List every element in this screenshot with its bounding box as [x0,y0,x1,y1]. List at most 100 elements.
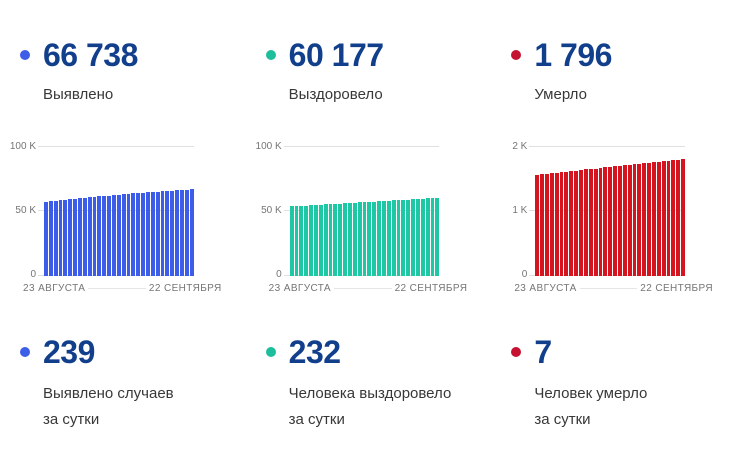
bar[interactable] [593,168,598,276]
bar[interactable] [545,173,549,276]
bar[interactable] [651,162,656,276]
bar[interactable] [632,164,637,276]
bar[interactable] [671,160,676,276]
bar[interactable] [381,200,386,276]
bar[interactable] [396,200,401,276]
bar[interactable] [627,164,632,276]
bar[interactable] [343,203,347,276]
bar[interactable] [180,189,184,276]
recovered-bars[interactable] [289,146,440,276]
bar[interactable] [63,199,68,276]
bar[interactable] [338,203,343,276]
bar[interactable] [656,161,661,276]
bar[interactable] [313,205,318,276]
bar[interactable] [406,199,411,276]
bar[interactable] [535,174,540,276]
bar[interactable] [53,200,58,276]
bar[interactable] [425,198,430,276]
bar[interactable] [613,166,617,276]
bar[interactable] [126,193,131,276]
bar[interactable] [82,197,87,276]
bar[interactable] [58,200,63,276]
bar[interactable] [155,191,160,276]
bar[interactable] [642,163,647,276]
bar[interactable] [569,171,574,276]
bar[interactable] [549,173,554,276]
bar[interactable] [362,202,367,276]
bar[interactable] [367,201,372,276]
bar[interactable] [386,200,391,276]
bar[interactable] [637,163,642,276]
bar[interactable] [328,204,333,276]
bar[interactable] [170,190,175,276]
bar[interactable] [681,159,685,276]
bar[interactable] [416,198,420,276]
bar[interactable] [666,160,671,276]
bar[interactable] [160,191,165,276]
bar[interactable] [165,190,170,276]
bar[interactable] [141,192,146,276]
bar[interactable] [44,201,48,276]
bar[interactable] [112,195,116,276]
bar[interactable] [136,193,141,276]
bar[interactable] [309,205,313,276]
y-tick-label: 0 [276,269,282,280]
bar[interactable] [411,199,415,276]
bar[interactable] [583,169,588,276]
bar[interactable] [401,199,406,276]
bar[interactable] [97,196,102,276]
bar[interactable] [622,165,627,276]
bar[interactable] [372,201,377,276]
bar[interactable] [107,195,112,276]
bar[interactable] [48,201,53,276]
bar[interactable] [647,162,651,276]
bar[interactable] [435,197,440,276]
bar[interactable] [377,201,381,276]
bar[interactable] [68,199,73,276]
bar[interactable] [92,196,97,276]
bar[interactable] [78,198,82,276]
bar[interactable] [150,191,155,276]
bar[interactable] [357,202,362,276]
bar[interactable] [184,189,189,276]
bar[interactable] [347,202,352,276]
bar[interactable] [189,189,194,276]
bar[interactable] [146,192,150,276]
bar[interactable] [116,194,121,276]
bar[interactable] [588,168,593,276]
bar[interactable] [87,197,92,276]
bar[interactable] [299,205,304,276]
bar[interactable] [540,174,545,276]
bar[interactable] [73,198,78,276]
recovered-plot-area[interactable] [283,146,440,276]
died-bars[interactable] [535,146,685,276]
bar[interactable] [121,194,126,276]
bar[interactable] [289,206,294,276]
detected-plot-area[interactable] [38,146,194,276]
detected-bars[interactable] [44,146,194,276]
bar[interactable] [603,167,608,276]
bar[interactable] [579,170,583,276]
bar[interactable] [559,172,564,276]
bar[interactable] [430,198,435,276]
died-plot-area[interactable] [529,146,685,276]
bar[interactable] [352,202,357,276]
bar[interactable] [318,204,323,276]
bar[interactable] [676,159,681,276]
bar[interactable] [131,193,136,276]
bar[interactable] [420,198,425,276]
bar[interactable] [323,204,328,276]
bar[interactable] [333,203,338,276]
bar[interactable] [554,172,559,276]
bar[interactable] [304,205,309,276]
bar[interactable] [175,190,180,276]
bar[interactable] [564,171,569,276]
bar[interactable] [102,195,107,276]
bar[interactable] [661,161,666,276]
bar[interactable] [391,200,396,276]
bar[interactable] [617,165,622,276]
bar[interactable] [598,167,603,276]
bar[interactable] [574,170,579,276]
bar[interactable] [294,206,299,276]
bar[interactable] [608,166,613,276]
